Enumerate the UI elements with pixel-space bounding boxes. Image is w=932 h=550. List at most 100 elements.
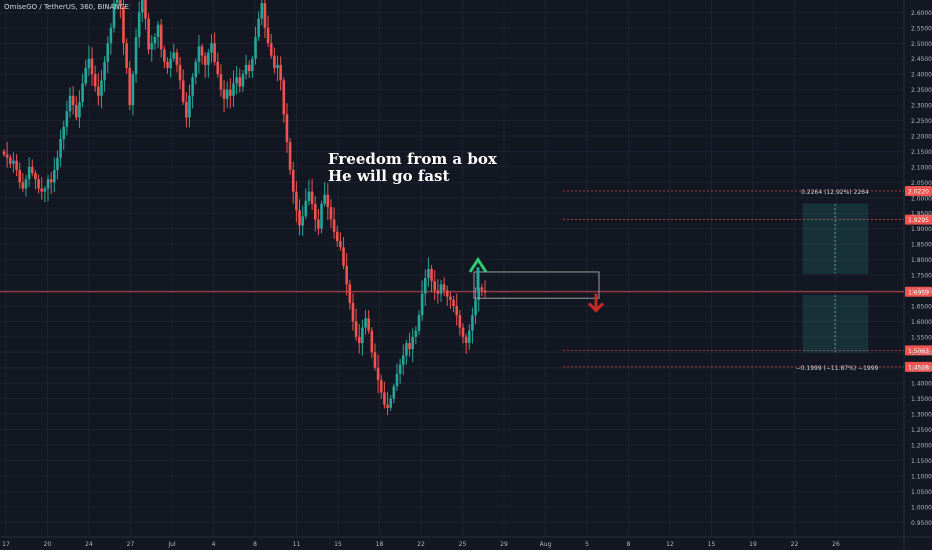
- candle-body: [430, 268, 433, 282]
- candle: [430, 264, 433, 293]
- candle: [326, 183, 330, 221]
- price-tag-label: 1.4528: [908, 364, 929, 371]
- candle-body: [125, 43, 128, 68]
- candle-body: [260, 3, 264, 19]
- candle-body: [21, 182, 25, 189]
- candle: [156, 21, 160, 48]
- candle: [339, 232, 342, 251]
- candle-body: [62, 126, 66, 140]
- candle-body: [87, 58, 91, 68]
- x-tick-label: 22: [791, 541, 799, 548]
- candle: [71, 86, 75, 115]
- candle-body: [222, 89, 226, 99]
- candle-body: [304, 200, 308, 217]
- candle: [455, 293, 459, 326]
- candle: [389, 395, 392, 411]
- annotation-line-2: He will go fast: [328, 167, 450, 185]
- candle-body: [153, 37, 157, 44]
- candle-body: [43, 188, 47, 192]
- candle: [398, 358, 402, 384]
- candle: [269, 34, 273, 59]
- candle-body: [163, 49, 166, 62]
- candle: [2, 148, 6, 157]
- x-tick-label: 17: [2, 541, 10, 548]
- annotation-line-1: Freedom from a box: [328, 150, 497, 168]
- candle: [46, 174, 50, 202]
- y-tick-label: 1.0500: [911, 489, 932, 496]
- candle-body: [131, 74, 135, 106]
- candle: [175, 48, 179, 73]
- candle: [266, 15, 270, 47]
- candle-body: [273, 55, 276, 68]
- candle-body: [37, 179, 40, 189]
- candle: [439, 279, 443, 303]
- candle-body: [282, 80, 286, 115]
- candle-body: [244, 64, 248, 75]
- candle: [103, 56, 106, 93]
- candle: [317, 208, 320, 236]
- candle: [461, 323, 465, 344]
- candle-body: [56, 157, 59, 170]
- y-tick-label: 2.3000: [911, 103, 932, 110]
- x-tick-label: 11: [293, 541, 301, 548]
- x-tick-label: Jul: [167, 541, 176, 548]
- candle-body: [71, 95, 75, 106]
- candle: [383, 381, 386, 409]
- candle: [471, 307, 474, 344]
- candle-body: [84, 67, 88, 84]
- candle: [464, 333, 468, 354]
- candle-body: [398, 364, 402, 374]
- candle: [185, 92, 188, 128]
- candle: [310, 178, 314, 211]
- candle: [254, 26, 257, 65]
- candle: [288, 138, 292, 175]
- y-tick-label: 1.2500: [911, 427, 932, 434]
- candle-body: [159, 24, 163, 50]
- y-tick-label: 2.5000: [911, 41, 932, 48]
- candle: [332, 207, 336, 239]
- candle-body: [147, 18, 150, 50]
- candle-body: [18, 169, 22, 183]
- target-zone-upper[interactable]: [802, 203, 869, 274]
- candle-body: [12, 160, 15, 164]
- symbol-label: OmiseGO / TetherUS, 360, BINANCE: [4, 3, 129, 11]
- candle: [405, 339, 408, 365]
- candle-body: [49, 179, 53, 183]
- candle: [417, 310, 421, 335]
- candle-body: [298, 210, 301, 226]
- candle: [452, 295, 455, 313]
- candle: [436, 279, 440, 304]
- candle-body: [251, 58, 254, 72]
- candle: [329, 199, 333, 228]
- y-tick-label: 2.2000: [911, 133, 932, 140]
- candle: [56, 150, 59, 180]
- candle: [100, 70, 103, 109]
- candle: [219, 64, 223, 97]
- candle: [112, 0, 116, 33]
- candle: [207, 49, 210, 78]
- consolidation-box[interactable]: [473, 271, 600, 299]
- candle-body: [442, 284, 446, 291]
- candle-body: [301, 216, 304, 226]
- candle-body: [361, 327, 364, 344]
- candle-body: [150, 43, 154, 50]
- candle: [458, 309, 462, 336]
- candle: [263, 0, 267, 39]
- price-tag: [905, 214, 932, 225]
- candle: [222, 80, 226, 112]
- candle-body: [90, 58, 94, 75]
- candle-body: [291, 169, 295, 192]
- candle: [109, 23, 113, 55]
- candle-body: [40, 188, 44, 192]
- y-tick-label: 1.6000: [911, 319, 932, 326]
- candle: [449, 291, 452, 309]
- candle-body: [93, 74, 97, 87]
- candle: [144, 0, 147, 30]
- y-tick-label: 1.9000: [911, 226, 932, 233]
- candle-body: [386, 404, 389, 408]
- target-zone-lower[interactable]: [802, 294, 869, 353]
- candle: [348, 279, 352, 310]
- x-tick-label: 25: [459, 541, 467, 548]
- up-arrow-icon: [468, 256, 488, 273]
